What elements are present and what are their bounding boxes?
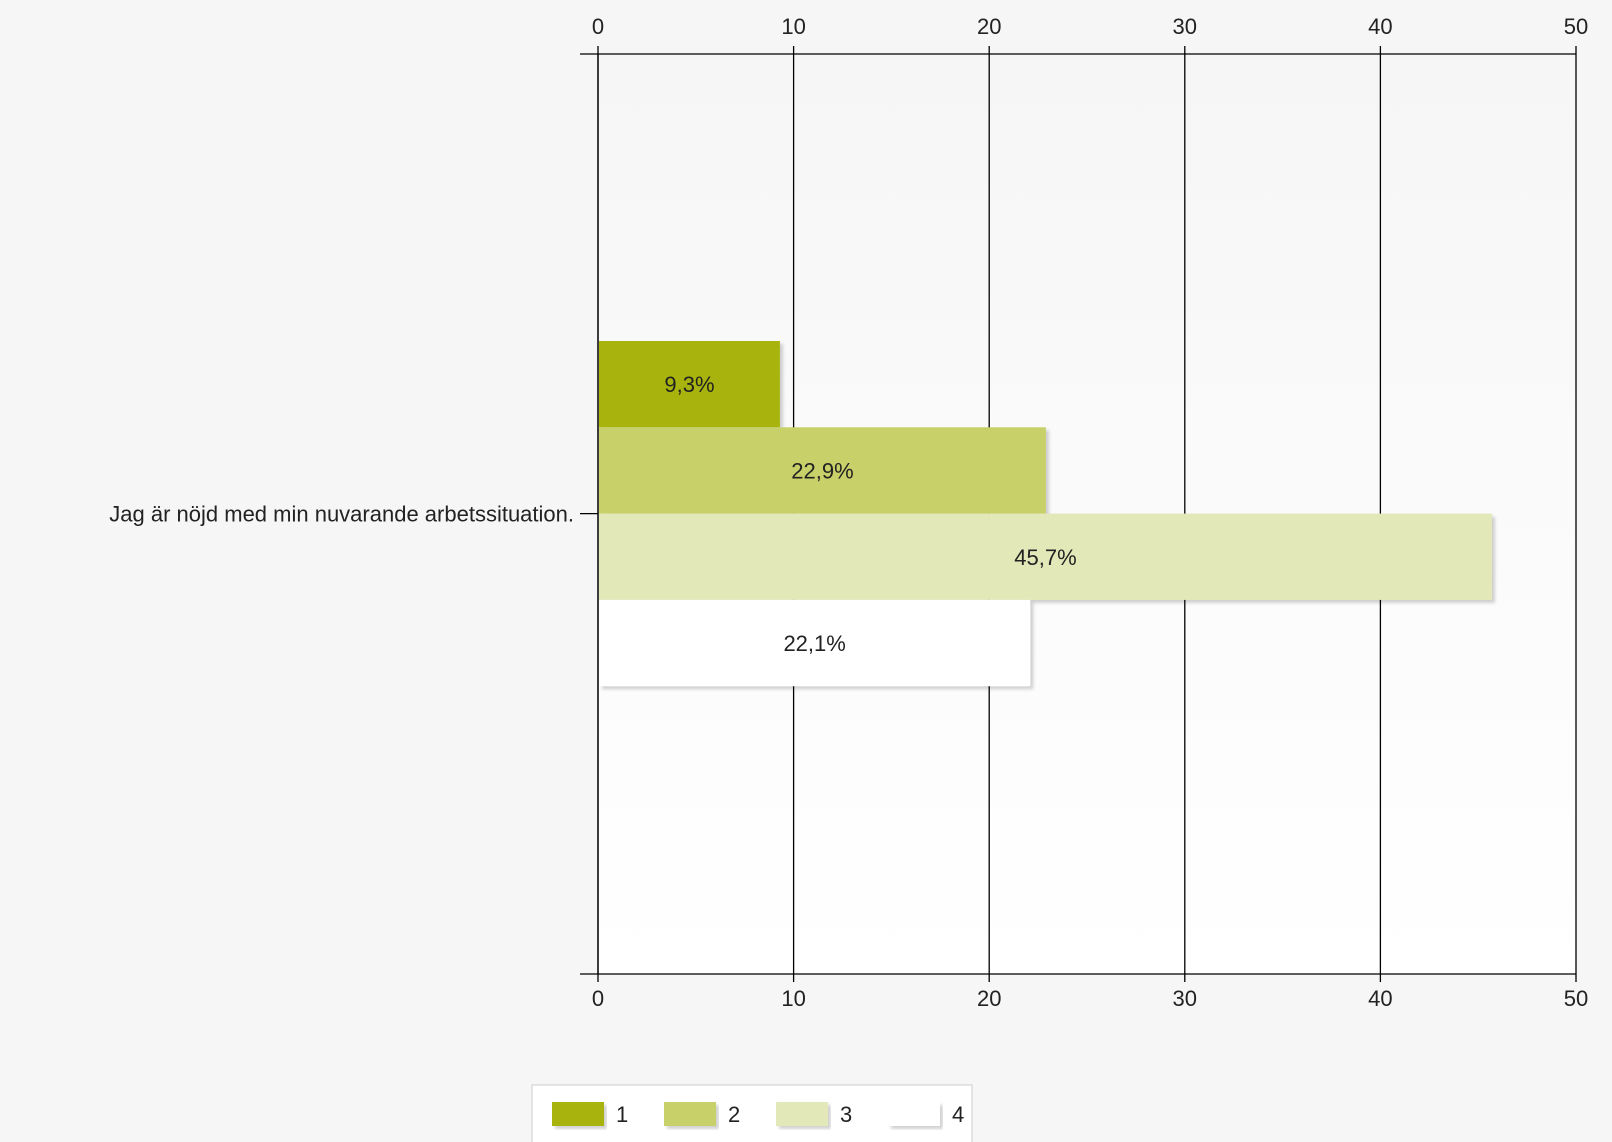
legend-label-1: 1 [616, 1102, 628, 1127]
x-tick-label-top-50: 50 [1564, 14, 1588, 39]
legend-label-4: 4 [952, 1102, 964, 1127]
data-label-series-4: 22,1% [783, 631, 845, 656]
x-tick-label-bottom-0: 0 [592, 986, 604, 1011]
legend-swatch-4 [888, 1102, 940, 1126]
legend-label-3: 3 [840, 1102, 852, 1127]
legend-swatch-2 [664, 1102, 716, 1126]
bar-series-2 [599, 427, 1046, 514]
bar-series-3 [599, 513, 1492, 600]
x-tick-label-bottom-20: 20 [977, 986, 1001, 1011]
data-label-series-1: 9,3% [664, 372, 714, 397]
x-tick-label-top-0: 0 [592, 14, 604, 39]
x-tick-label-bottom-40: 40 [1368, 986, 1392, 1011]
x-tick-label-bottom-50: 50 [1564, 986, 1588, 1011]
legend-swatch-3 [776, 1102, 828, 1126]
data-label-series-2: 22,9% [791, 458, 853, 483]
bar-series-4 [599, 599, 1031, 687]
legend-label-2: 2 [728, 1102, 740, 1127]
legend-swatch-1 [552, 1102, 604, 1126]
x-tick-label-top-20: 20 [977, 14, 1001, 39]
bar-series-1 [599, 341, 780, 428]
category-label: Jag är nöjd med min nuvarande arbetssitu… [109, 502, 574, 527]
x-tick-label-top-30: 30 [1173, 14, 1197, 39]
x-tick-label-bottom-30: 30 [1173, 986, 1197, 1011]
x-tick-label-top-40: 40 [1368, 14, 1392, 39]
x-tick-label-top-10: 10 [781, 14, 805, 39]
data-label-series-3: 45,7% [1014, 545, 1076, 570]
x-tick-label-bottom-10: 10 [781, 986, 805, 1011]
